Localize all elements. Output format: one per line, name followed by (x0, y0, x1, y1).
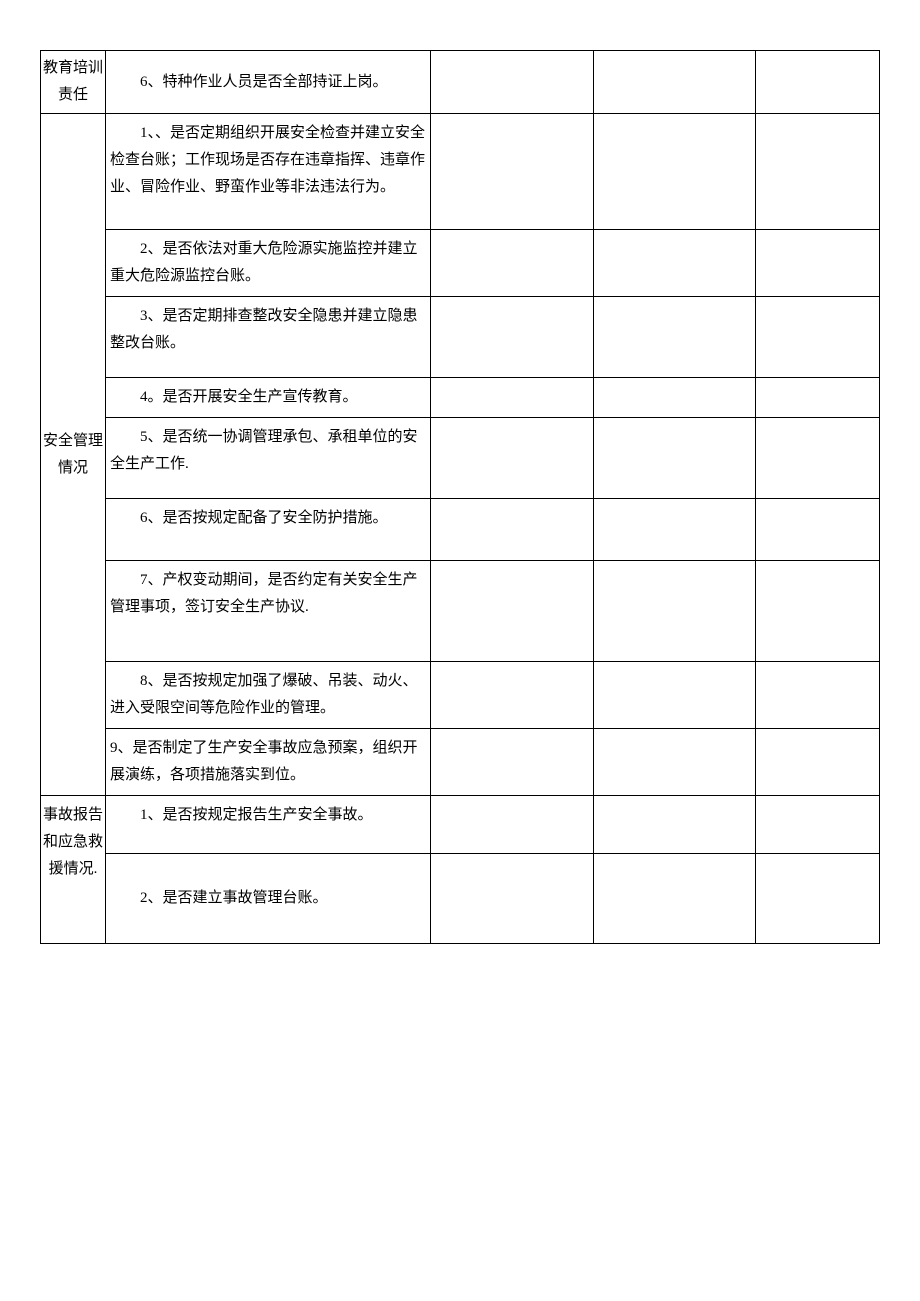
blank-cell (756, 230, 880, 297)
table-row: 教育培训责任 6、特种作业人员是否全部持证上岗。 (41, 51, 880, 114)
blank-cell (756, 662, 880, 729)
blank-cell (431, 561, 594, 662)
table-row: 6、是否按规定配备了安全防护措施。 (41, 499, 880, 561)
blank-cell (593, 114, 756, 230)
table-row: 4。是否开展安全生产宣传教育。 (41, 378, 880, 418)
blank-cell (431, 230, 594, 297)
blank-cell (756, 729, 880, 796)
blank-cell (756, 796, 880, 854)
table-row: 2、是否建立事故管理台账。 (41, 854, 880, 944)
safety-checklist-table: 教育培训责任 6、特种作业人员是否全部持证上岗。 安全管理情况 1、、是否定期组… (40, 50, 880, 944)
content-cell: 3、是否定期排查整改安全隐患并建立隐患整改台账。 (106, 297, 431, 378)
table-row: 3、是否定期排查整改安全隐患并建立隐患整改台账。 (41, 297, 880, 378)
blank-cell (593, 499, 756, 561)
blank-cell (756, 378, 880, 418)
blank-cell (431, 297, 594, 378)
blank-cell (431, 729, 594, 796)
content-cell: 2、是否建立事故管理台账。 (106, 854, 431, 944)
category-cell: 事故报告和应急救援情况. (41, 796, 106, 944)
blank-cell (593, 51, 756, 114)
blank-cell (431, 114, 594, 230)
content-cell: 8、是否按规定加强了爆破、吊装、动火、进入受限空间等危险作业的管理。 (106, 662, 431, 729)
blank-cell (593, 297, 756, 378)
blank-cell (756, 114, 880, 230)
blank-cell (431, 854, 594, 944)
table-row: 7、产权变动期间，是否约定有关安全生产管理事项，签订安全生产协议. (41, 561, 880, 662)
blank-cell (593, 854, 756, 944)
content-cell: 5、是否统一协调管理承包、承租单位的安全生产工作. (106, 418, 431, 499)
table-row: 5、是否统一协调管理承包、承租单位的安全生产工作. (41, 418, 880, 499)
blank-cell (593, 561, 756, 662)
blank-cell (756, 499, 880, 561)
content-cell: 2、是否依法对重大危险源实施监控并建立重大危险源监控台账。 (106, 230, 431, 297)
blank-cell (593, 230, 756, 297)
table-row: 2、是否依法对重大危险源实施监控并建立重大危险源监控台账。 (41, 230, 880, 297)
content-cell: 1、是否按规定报告生产安全事故。 (106, 796, 431, 854)
blank-cell (431, 662, 594, 729)
blank-cell (756, 854, 880, 944)
blank-cell (756, 51, 880, 114)
content-cell: 7、产权变动期间，是否约定有关安全生产管理事项，签订安全生产协议. (106, 561, 431, 662)
blank-cell (431, 378, 594, 418)
blank-cell (431, 499, 594, 561)
table-row: 事故报告和应急救援情况. 1、是否按规定报告生产安全事故。 (41, 796, 880, 854)
blank-cell (756, 297, 880, 378)
blank-cell (431, 51, 594, 114)
content-cell: 9、是否制定了生产安全事故应急预案，组织开展演练，各项措施落实到位。 (106, 729, 431, 796)
category-cell: 安全管理情况 (41, 114, 106, 796)
blank-cell (593, 418, 756, 499)
table-row: 8、是否按规定加强了爆破、吊装、动火、进入受限空间等危险作业的管理。 (41, 662, 880, 729)
blank-cell (593, 378, 756, 418)
blank-cell (756, 561, 880, 662)
blank-cell (431, 418, 594, 499)
content-cell: 4。是否开展安全生产宣传教育。 (106, 378, 431, 418)
table-row: 9、是否制定了生产安全事故应急预案，组织开展演练，各项措施落实到位。 (41, 729, 880, 796)
blank-cell (593, 796, 756, 854)
table-row: 安全管理情况 1、、是否定期组织开展安全检查并建立安全检查台账；工作现场是否存在… (41, 114, 880, 230)
blank-cell (756, 418, 880, 499)
content-cell: 6、是否按规定配备了安全防护措施。 (106, 499, 431, 561)
content-cell: 1、、是否定期组织开展安全检查并建立安全检查台账；工作现场是否存在违章指挥、违章… (106, 114, 431, 230)
content-cell: 6、特种作业人员是否全部持证上岗。 (106, 51, 431, 114)
blank-cell (593, 729, 756, 796)
blank-cell (593, 662, 756, 729)
category-cell: 教育培训责任 (41, 51, 106, 114)
blank-cell (431, 796, 594, 854)
